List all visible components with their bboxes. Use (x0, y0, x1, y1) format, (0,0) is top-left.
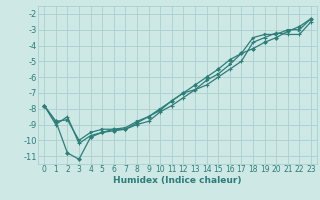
X-axis label: Humidex (Indice chaleur): Humidex (Indice chaleur) (113, 176, 242, 185)
